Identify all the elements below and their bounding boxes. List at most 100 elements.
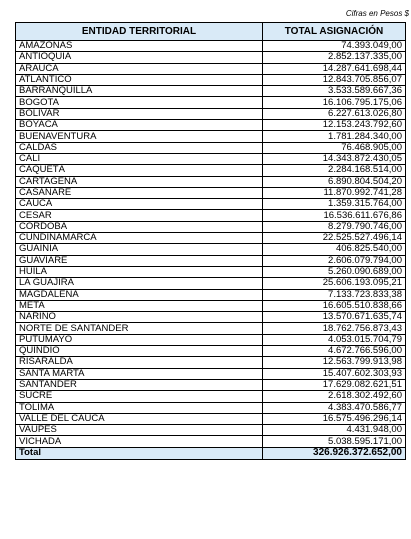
table-row: CUNDINAMARCA 22.525.527.496,14	[15, 232, 406, 245]
table-row: TOLIMA 4.383.470.586,77	[15, 401, 406, 414]
entity-name-cell: CUNDINAMARCA	[15, 232, 263, 245]
allocation-amount-cell: 22.525.527.496,14	[262, 232, 406, 245]
allocation-amount-cell: 1.781.284.340,00	[262, 130, 406, 143]
entity-name-cell: RISARALDA	[15, 356, 263, 369]
allocation-amount-cell: 12.843.705.856,07	[262, 73, 406, 87]
allocation-amount-cell: 5.038.595.171,00	[262, 435, 406, 448]
entity-name-cell: PUTUMAYO	[15, 333, 263, 347]
allocation-amount-cell: 14.343.872.430,05	[262, 152, 406, 166]
entity-name-cell: NARIÑO	[15, 311, 263, 324]
entity-name-cell: CALI	[15, 152, 263, 166]
allocation-amount-cell: 12.153.243.792,60	[262, 119, 406, 132]
entity-name-cell: VAUPÉS	[15, 424, 263, 437]
table-row: SANTA MARTA 15.407.602.303,93	[15, 367, 406, 380]
table-row: BUENAVENTURA 1.781.284.340,00	[15, 130, 406, 143]
allocation-amount-cell: 76.468.905,00	[262, 141, 406, 154]
allocation-amount-cell: 6.227.613.026,80	[262, 107, 406, 121]
entity-name-cell: BOGOTA	[15, 96, 263, 109]
allocation-amount-cell: 17.629.082.621,51	[262, 378, 406, 392]
total-label: Total	[15, 446, 263, 460]
table-row: ANTIOQUIA 2.852.137.335,00	[15, 51, 406, 64]
table-row: BARRANQUILLA 3.533.589.667,36	[15, 85, 406, 98]
allocation-amount-cell: 16.575.496.296,14	[262, 412, 406, 426]
table-row: NARIÑO 13.570.671.635,74	[15, 311, 406, 324]
entity-name-cell: CAQUETÁ	[15, 164, 263, 177]
table-total-row: Total 326.926.372.652,00	[15, 446, 406, 460]
entity-name-cell: MAGDALENA	[15, 288, 263, 301]
entity-name-cell: CAUCA	[15, 198, 263, 211]
entity-name-cell: TOLIMA	[15, 401, 263, 414]
allocation-amount-cell: 11.870.992.741,28	[262, 186, 406, 200]
table-row: VICHADA 5.038.595.171,00	[15, 435, 406, 448]
table-row: GUAINÍA 406.825.540,00	[15, 243, 406, 256]
allocation-amount-cell: 6.890.804.504,20	[262, 175, 406, 188]
entity-name-cell: LA GUAJIRA	[15, 277, 263, 290]
table-row: NORTE DE SANTANDER 18.762.756.873,43	[15, 322, 406, 335]
table-row: ATLÁNTICO 12.843.705.856,07	[15, 73, 406, 87]
allocation-amount-cell: 3.533.589.667,36	[262, 85, 406, 98]
allocation-amount-cell: 16.605.510.838,66	[262, 299, 406, 313]
table-row: QUINDIO 4.672.766.596,00	[15, 345, 406, 358]
allocation-amount-cell: 2.852.137.335,00	[262, 51, 406, 64]
table-row: CESAR 16.536.611.676,86	[15, 209, 406, 222]
table-row: CASANARE 11.870.992.741,28	[15, 186, 406, 200]
allocation-amount-cell: 4.053.015.704,79	[262, 333, 406, 347]
table-header-row: ENTIDAD TERRITORIAL TOTAL ASIGNACIÓN	[15, 22, 406, 41]
column-header-total: TOTAL ASIGNACIÓN	[262, 22, 406, 41]
entity-name-cell: BUENAVENTURA	[15, 130, 263, 143]
table-row: GUAVIARE 2.606.079.794,00	[15, 254, 406, 267]
table-body: AMAZONAS 74.393.049,00 ANTIOQUIA 2.852.137.…	[15, 39, 406, 448]
table-row: META 16.605.510.838,66	[15, 299, 406, 313]
table-row: CÓRDOBA 8.279.790.746,00	[15, 220, 406, 234]
allocation-amount-cell: 8.279.790.746,00	[262, 220, 406, 234]
table-row: BOYACÁ 12.153.243.792,60	[15, 119, 406, 132]
allocation-amount-cell: 14.287.641.698,44	[262, 62, 406, 75]
column-header-entity: ENTIDAD TERRITORIAL	[15, 22, 263, 41]
allocation-amount-cell: 4.431.948,00	[262, 424, 406, 437]
currency-note: Cifras en Pesos $	[345, 9, 409, 18]
entity-name-cell: CESAR	[15, 209, 263, 222]
allocation-amount-cell: 13.570.671.635,74	[262, 311, 406, 324]
entity-name-cell: BOYACÁ	[15, 119, 263, 132]
allocation-amount-cell: 16.106.795.175,06	[262, 96, 406, 109]
allocation-amount-cell: 12.563.799.913,98	[262, 356, 406, 369]
entity-name-cell: VALLE DEL CAUCA	[15, 412, 263, 426]
table-row: CALDAS 76.468.905,00	[15, 141, 406, 154]
table-row: PUTUMAYO 4.053.015.704,79	[15, 333, 406, 347]
entity-name-cell: ANTIOQUIA	[15, 51, 263, 64]
entity-name-cell: CALDAS	[15, 141, 263, 154]
allocation-amount-cell: 2.284.168.514,00	[262, 164, 406, 177]
entity-name-cell: GUAINÍA	[15, 243, 263, 256]
allocation-amount-cell: 1.359.315.764,00	[262, 198, 406, 211]
entity-name-cell: VICHADA	[15, 435, 263, 448]
allocation-amount-cell: 4.383.470.586,77	[262, 401, 406, 414]
table-row: VALLE DEL CAUCA 16.575.496.296,14	[15, 412, 406, 426]
entity-name-cell: CARTAGENA	[15, 175, 263, 188]
entity-name-cell: SANTA MARTA	[15, 367, 263, 380]
entity-name-cell: NORTE DE SANTANDER	[15, 322, 263, 335]
entity-name-cell: BOLÍVAR	[15, 107, 263, 121]
table-row: CALI 14.343.872.430,05	[15, 152, 406, 166]
entity-name-cell: CÓRDOBA	[15, 220, 263, 234]
table-row: BOGOTA 16.106.795.175,06	[15, 96, 406, 109]
entity-name-cell: BARRANQUILLA	[15, 85, 263, 98]
entity-name-cell: ARAUCA	[15, 62, 263, 75]
table-row: LA GUAJIRA 25.606.193.095,21	[15, 277, 406, 290]
entity-name-cell: GUAVIARE	[15, 254, 263, 267]
allocation-amount-cell: 5.260.090.689,00	[262, 265, 406, 279]
allocation-amount-cell: 7.133.723.833,38	[262, 288, 406, 301]
table-row: RISARALDA 12.563.799.913,98	[15, 356, 406, 369]
entity-name-cell: HUILA	[15, 265, 263, 279]
allocation-amount-cell: 16.536.611.676,86	[262, 209, 406, 222]
allocation-amount-cell: 25.606.193.095,21	[262, 277, 406, 290]
table-row: VAUPÉS 4.431.948,00	[15, 424, 406, 437]
table-row: CARTAGENA 6.890.804.504,20	[15, 175, 406, 188]
table-row: SANTANDER 17.629.082.621,51	[15, 378, 406, 392]
allocation-amount-cell: 4.672.766.596,00	[262, 345, 406, 358]
entity-name-cell: CASANARE	[15, 186, 263, 200]
table-row: BOLÍVAR 6.227.613.026,80	[15, 107, 406, 121]
allocation-amount-cell: 2.606.079.794,00	[262, 254, 406, 267]
table-row: CAUCA 1.359.315.764,00	[15, 198, 406, 211]
table-row: MAGDALENA 7.133.723.833,38	[15, 288, 406, 301]
entity-name-cell: SUCRE	[15, 390, 263, 403]
